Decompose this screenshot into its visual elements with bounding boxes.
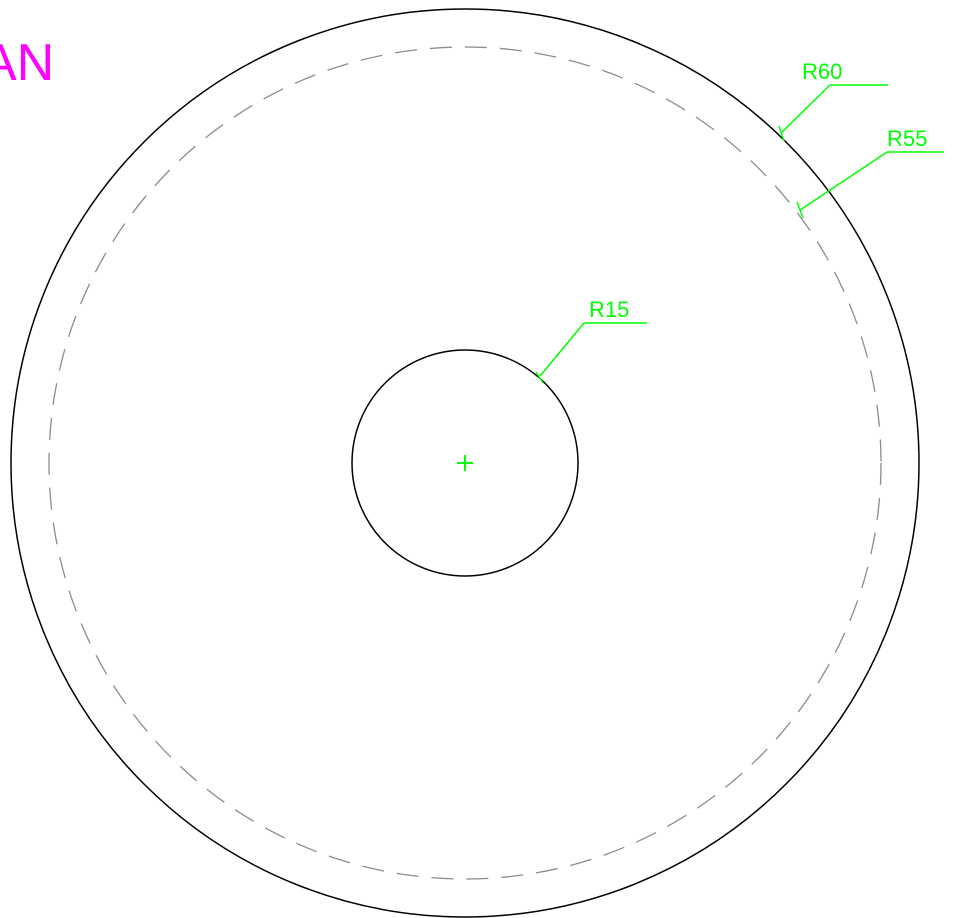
dashed-circle bbox=[48, 46, 882, 880]
dimension-r60: R60 bbox=[778, 59, 888, 142]
inner-circle bbox=[351, 349, 579, 577]
dimension-r55-label: R55 bbox=[887, 126, 927, 151]
dimension-r15: R15 bbox=[535, 297, 647, 384]
dimension-r60-label: R60 bbox=[802, 59, 842, 84]
dimension-r55: R55 bbox=[796, 126, 944, 219]
dimension-r15-label: R15 bbox=[589, 297, 629, 322]
outer-circle bbox=[10, 8, 920, 918]
center-mark bbox=[457, 455, 473, 471]
drawing-title: AN bbox=[0, 34, 54, 92]
